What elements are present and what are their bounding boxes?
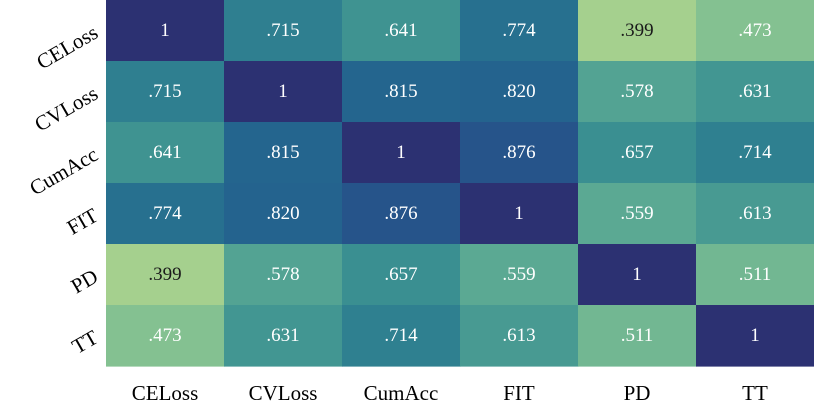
heatmap-cell-cumacc-celoss <box>106 122 225 184</box>
cell-value-label: .714 <box>738 142 772 163</box>
x-axis-tick-labels: CELoss CVLoss CumAcc FIT PD TT <box>132 381 768 405</box>
y-tick-label-cumacc: CumAcc <box>25 142 102 200</box>
heatmap-cell-tt-celoss <box>106 305 225 367</box>
heatmap-cell-cvloss-pd <box>578 61 697 123</box>
cell-value-label: .714 <box>384 325 418 346</box>
heatmap-cell-labels: 1 .715 .641 .774 .399 .473 .715 1 .815 .820 .578 .6… <box>148 20 772 346</box>
cell-value-label: .641 <box>148 142 181 163</box>
cell-value-label: .657 <box>620 142 653 163</box>
cell-value-label: .559 <box>620 203 653 224</box>
heatmap-cell-pd-cvloss <box>224 244 343 306</box>
cell-value-label: .774 <box>502 20 536 41</box>
heatmap-cell-fit-tt <box>696 183 814 245</box>
heatmap-cell-cumacc-tt <box>696 122 814 184</box>
heatmap-cell-cvloss-cumacc <box>342 61 461 123</box>
y-tick-label-celoss: CELoss <box>32 20 102 74</box>
cell-value-label: .399 <box>620 20 653 41</box>
heatmap-cell-cvloss-celoss <box>106 61 225 123</box>
heatmap-cell-tt-cumacc <box>342 305 461 367</box>
heatmap-cell-pd-fit <box>460 244 579 306</box>
heatmap-cell-celoss-celoss <box>106 0 225 62</box>
cell-value-label: .613 <box>738 203 771 224</box>
cell-value-label: .631 <box>266 325 299 346</box>
heatmap-cell-celoss-fit <box>460 0 579 62</box>
x-tick-label-celoss: CELoss <box>132 381 199 405</box>
heatmap-cells <box>106 0 814 367</box>
heatmap-cell-pd-pd <box>578 244 697 306</box>
cell-value-label: .657 <box>384 264 417 285</box>
cell-value-label: .511 <box>621 325 654 346</box>
x-tick-label-fit: FIT <box>503 381 535 405</box>
cell-value-label: 1 <box>396 142 406 163</box>
y-tick-label-pd: PD <box>67 264 102 298</box>
x-tick-label-pd: PD <box>624 381 651 405</box>
heatmap-cell-fit-cvloss <box>224 183 343 245</box>
cell-value-label: 1 <box>750 325 760 346</box>
heatmap-cell-celoss-cumacc <box>342 0 461 62</box>
cell-value-label: .559 <box>502 264 535 285</box>
heatmap-cell-fit-celoss <box>106 183 225 245</box>
cell-value-label: 1 <box>514 203 524 224</box>
cell-value-label: .641 <box>384 20 417 41</box>
cell-value-label: .774 <box>148 203 182 224</box>
cell-value-label: .578 <box>266 264 299 285</box>
heatmap-cell-celoss-pd <box>578 0 697 62</box>
cell-value-label: .631 <box>738 81 771 102</box>
heatmap-cell-tt-pd <box>578 305 697 367</box>
heatmap-cell-cumacc-cvloss <box>224 122 343 184</box>
heatmap-cell-cvloss-tt <box>696 61 814 123</box>
heatmap-cell-pd-tt <box>696 244 814 306</box>
heatmap-cell-fit-cumacc <box>342 183 461 245</box>
heatmap-cell-celoss-tt <box>696 0 814 62</box>
x-tick-label-cvloss: CVLoss <box>249 381 318 405</box>
x-tick-label-tt: TT <box>742 381 768 405</box>
heatmap-cell-fit-pd <box>578 183 697 245</box>
cell-value-label: 1 <box>278 81 288 102</box>
cell-value-label: .473 <box>148 325 181 346</box>
heatmap-cell-tt-cvloss <box>224 305 343 367</box>
heatmap-cell-celoss-cvloss <box>224 0 343 62</box>
cell-value-label: 1 <box>632 264 642 285</box>
cell-value-label: .511 <box>739 264 772 285</box>
cell-value-label: .820 <box>502 81 535 102</box>
cell-value-label: .613 <box>502 325 535 346</box>
cell-value-label: .815 <box>266 142 299 163</box>
y-tick-label-fit: FIT <box>63 203 102 240</box>
y-tick-label-tt: TT <box>68 325 102 359</box>
heatmap-cell-fit-fit <box>460 183 579 245</box>
cell-value-label: .820 <box>266 203 299 224</box>
cell-value-label: .715 <box>148 81 181 102</box>
heatmap-cell-cumacc-pd <box>578 122 697 184</box>
heatmap-cell-cumacc-cumacc <box>342 122 461 184</box>
heatmap-cell-cumacc-fit <box>460 122 579 184</box>
cell-value-label: .578 <box>620 81 653 102</box>
heatmap-cell-pd-celoss <box>106 244 225 306</box>
cell-value-label: .399 <box>148 264 181 285</box>
heatmap-cell-tt-fit <box>460 305 579 367</box>
heatmap-cell-pd-cumacc <box>342 244 461 306</box>
cell-value-label: .473 <box>738 20 771 41</box>
cell-value-label: 1 <box>160 20 170 41</box>
cell-value-label: .876 <box>502 142 535 163</box>
cell-value-label: .815 <box>384 81 417 102</box>
heatmap-cell-cvloss-cvloss <box>224 61 343 123</box>
heatmap-cell-cvloss-fit <box>460 61 579 123</box>
heatmap-cell-tt-tt <box>696 305 814 367</box>
cell-value-label: .876 <box>384 203 417 224</box>
y-tick-label-cvloss: CVLoss <box>30 81 102 136</box>
cell-value-label: .715 <box>266 20 299 41</box>
x-tick-label-cumacc: CumAcc <box>364 381 439 405</box>
